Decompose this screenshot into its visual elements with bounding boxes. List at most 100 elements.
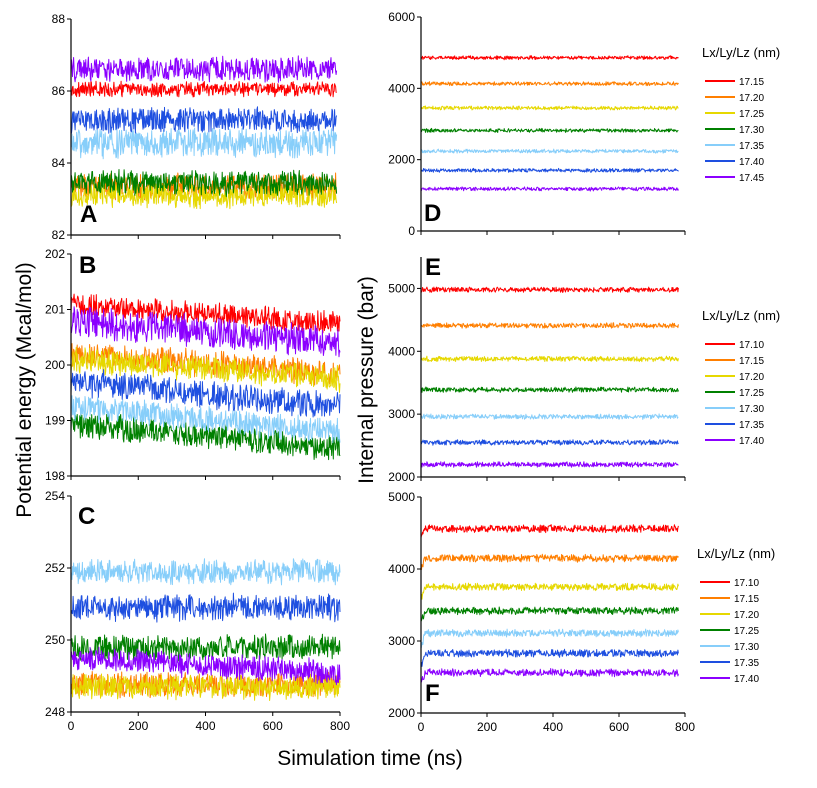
x-tick-label: 600	[263, 719, 283, 733]
y-tick-label: 199	[45, 414, 65, 428]
legend-label: 17.10	[734, 578, 759, 589]
y-tick-label: 3000	[388, 634, 415, 648]
panel-d: 0 2000 4000 6000 D Lx/Ly/Lz (nm) 17.15 17.20 17.…	[388, 10, 780, 238]
legend-label: 17.25	[739, 109, 764, 120]
series-line-17-30	[420, 628, 679, 649]
panel-f: 2000 3000 4000 5000 0 200 400 600 800 F Lx/Ly/Lz (…	[388, 490, 775, 734]
legend-label: 17.15	[739, 356, 764, 367]
legend-label: 17.25	[739, 388, 764, 399]
x-tick-label: 400	[543, 720, 563, 734]
series-line-17-20	[420, 355, 679, 363]
x-axis-label: Simulation time (ns)	[277, 747, 463, 770]
legend-title: Lx/Ly/Lz (nm)	[702, 308, 780, 323]
series-line-17-25	[420, 105, 679, 111]
legend-label: 17.35	[739, 141, 764, 152]
legend-label: 17.15	[739, 77, 764, 88]
legend-title: Lx/Ly/Lz (nm)	[697, 546, 775, 561]
series-line-17-25	[420, 386, 679, 393]
panel-label-b: B	[79, 252, 96, 279]
y-tick-label: 86	[52, 84, 66, 98]
legend-label: 17.40	[739, 157, 764, 168]
series-line-17-15	[420, 55, 679, 61]
y-tick-label: 5000	[388, 281, 415, 295]
panel-b: 198 199 200 201 202 B	[45, 247, 341, 483]
y-tick-label: 2000	[388, 470, 415, 484]
x-tick-label: 0	[418, 720, 425, 734]
y-tick-label: 2000	[388, 153, 415, 167]
series-line-17-20	[420, 582, 679, 600]
y-tick-label: 6000	[388, 10, 415, 24]
y-tick-label: 201	[45, 303, 65, 317]
legend-label: 17.45	[739, 173, 764, 184]
series-line-17-10	[70, 293, 341, 334]
series-line-17-35	[420, 648, 679, 667]
legend-label: 17.20	[739, 93, 764, 104]
panel-label-f: F	[425, 680, 440, 707]
series-line-17-10	[420, 286, 679, 293]
panel-label-a: A	[80, 201, 97, 228]
legend: Lx/Ly/Lz (nm) 17.15 17.20 17.25 17.30 17.35 17…	[702, 45, 780, 184]
y-tick-label: 0	[408, 224, 415, 238]
legend-label: 17.20	[739, 372, 764, 383]
panel-a: 82 84 86 88 A	[52, 12, 341, 242]
series-line-17-10	[420, 524, 679, 538]
series-line-17-40	[70, 306, 341, 358]
right-y-axis-label: Internal pressure (bar)	[355, 276, 378, 484]
series-line-17-35	[70, 127, 338, 160]
panel-c: 248 250 252 254 0 200 400 600 800 C	[45, 489, 350, 733]
y-tick-label: 4000	[388, 81, 415, 95]
x-tick-label: 400	[195, 719, 215, 733]
series-line-17-20	[420, 81, 679, 87]
series-line-17-45	[420, 186, 679, 192]
legend-label: 17.10	[739, 340, 764, 351]
legend: Lx/Ly/Lz (nm) 17.10 17.15 17.20 17.25 17.30 17…	[697, 546, 775, 685]
y-tick-label: 198	[45, 469, 65, 483]
y-tick-label: 88	[52, 12, 66, 26]
left-y-axis-label: Potential energy (Mcal/mol)	[13, 262, 36, 518]
panel-label-e: E	[425, 254, 441, 281]
panel-e: 2000 3000 4000 5000 E Lx/Ly/Lz (nm) 17.10 17.15…	[388, 254, 780, 484]
series-line-17-30	[70, 395, 341, 444]
series-line-17-30	[420, 127, 679, 133]
series-line-17-45	[70, 55, 338, 83]
legend-label: 17.35	[739, 420, 764, 431]
legend-label: 17.20	[734, 610, 759, 621]
series-line-17-15	[420, 553, 679, 571]
series-line-17-30	[70, 558, 341, 586]
series-line-17-40	[420, 668, 679, 683]
legend-label: 17.15	[734, 594, 759, 605]
legend: Lx/Ly/Lz (nm) 17.10 17.15 17.20 17.25 17.30 17…	[702, 308, 780, 447]
series-line-17-40	[420, 167, 679, 173]
legend-label: 17.30	[739, 125, 764, 136]
legend-label: 17.35	[734, 658, 759, 669]
series-line-17-35	[70, 369, 341, 418]
series-line-17-35	[420, 439, 679, 446]
series-line-17-25	[420, 606, 679, 622]
series-line-17-30	[420, 413, 679, 420]
y-tick-label: 252	[45, 561, 65, 575]
legend-title: Lx/Ly/Lz (nm)	[702, 45, 780, 60]
series-line-17-20	[70, 346, 341, 393]
y-tick-label: 202	[45, 247, 65, 261]
legend-label: 17.30	[734, 642, 759, 653]
y-tick-label: 248	[45, 705, 65, 719]
x-tick-label: 200	[128, 719, 148, 733]
legend-label: 17.30	[739, 404, 764, 415]
panel-label-c: C	[78, 503, 95, 530]
x-tick-label: 600	[609, 720, 629, 734]
legend-label: 17.40	[734, 674, 759, 685]
y-tick-label: 84	[52, 156, 66, 170]
y-tick-label: 3000	[388, 407, 415, 421]
series-line-17-20	[70, 673, 341, 701]
x-tick-label: 800	[330, 719, 350, 733]
x-tick-label: 200	[477, 720, 497, 734]
y-tick-label: 2000	[388, 706, 415, 720]
series-line-17-35	[70, 592, 341, 623]
y-tick-label: 4000	[388, 562, 415, 576]
y-tick-label: 200	[45, 358, 65, 372]
x-tick-label: 800	[675, 720, 695, 734]
y-tick-label: 254	[45, 489, 65, 503]
y-tick-label: 250	[45, 633, 65, 647]
